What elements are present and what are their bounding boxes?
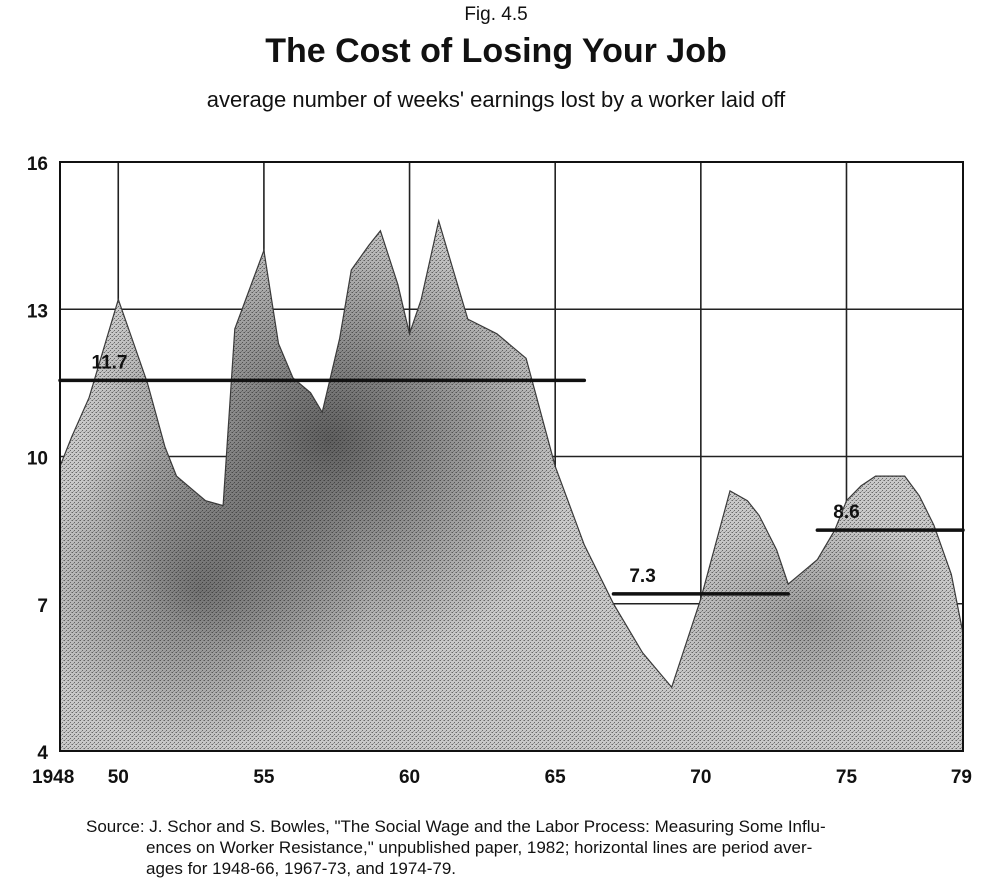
y-tick-label: 16 <box>27 154 48 175</box>
y-tick-label: 13 <box>27 301 48 322</box>
area-shadow <box>60 430 370 750</box>
period-average-label: 11.7 <box>92 352 128 373</box>
area-chart: 11.7 7.3 8.6 4 7 10 13 16 1948 50 55 60 65 70 75 79 <box>27 154 972 788</box>
x-tick-label: 60 <box>399 767 420 788</box>
period-average-label: 8.6 <box>833 502 859 523</box>
area-outline <box>59 218 964 752</box>
x-tick-label: 1948 <box>32 767 74 788</box>
period-average-label: 7.3 <box>629 566 655 587</box>
y-tick-label: 7 <box>37 596 48 617</box>
source-text: Source: J. Schor and S. Bowles, "The Soc… <box>86 817 826 878</box>
area-shadow <box>660 510 960 730</box>
x-tick-label: 55 <box>253 767 275 788</box>
figure-number: Fig. 4.5 <box>464 4 528 25</box>
chart-title: The Cost of Losing Your Job <box>265 32 727 70</box>
x-tick-label: 65 <box>545 767 567 788</box>
source-note: Source: J. Schor and S. Bowles, "The Soc… <box>86 816 966 879</box>
x-tick-label: 70 <box>690 767 711 788</box>
x-tick-label: 79 <box>951 767 972 788</box>
x-tick-label: 50 <box>108 767 129 788</box>
y-tick-label: 10 <box>27 449 48 470</box>
chart-subtitle: average number of weeks' earnings lost b… <box>206 87 786 112</box>
plot-frame <box>59 161 964 752</box>
x-tick-label: 75 <box>836 767 858 788</box>
y-tick-label: 4 <box>37 743 48 764</box>
